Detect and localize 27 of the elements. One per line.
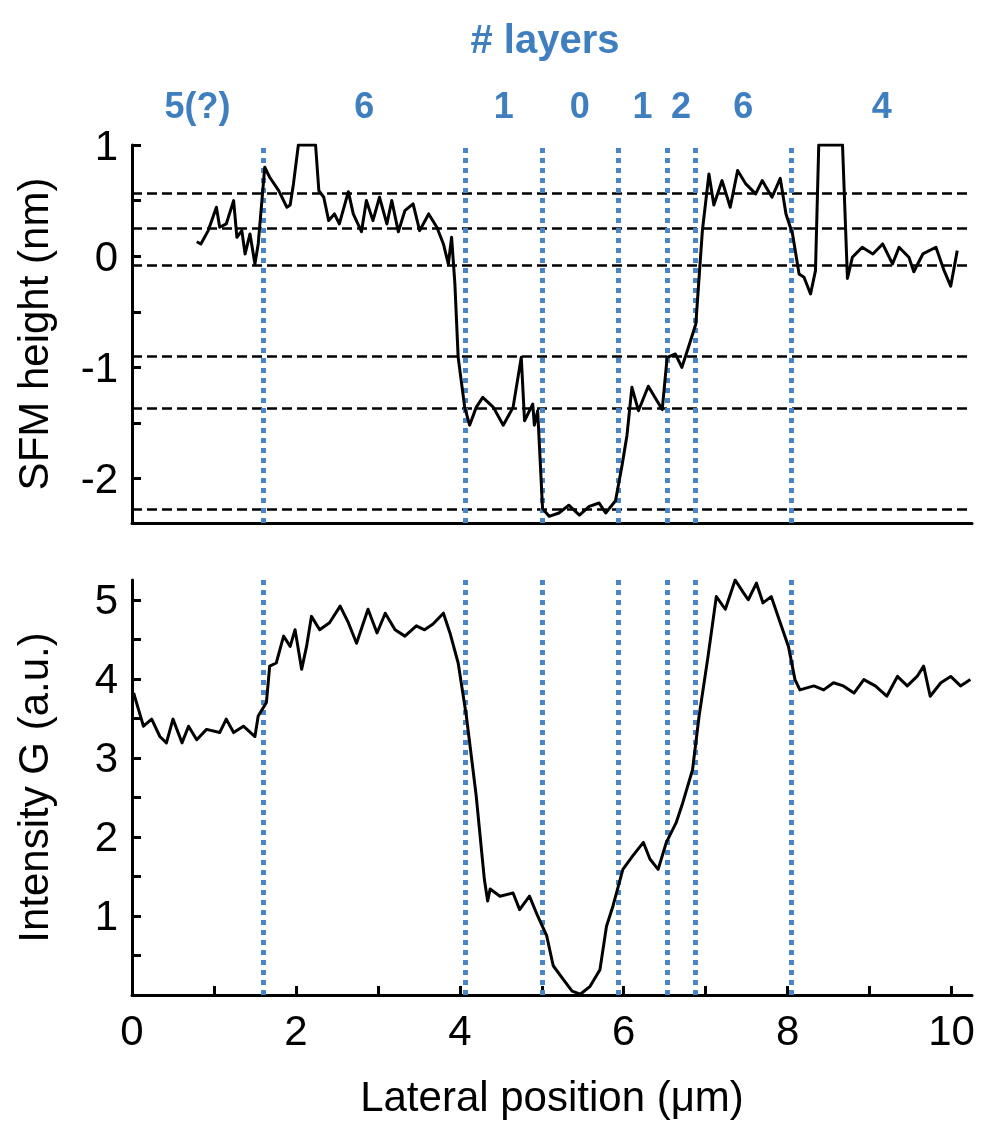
- x-tick-label: 8: [775, 1006, 800, 1054]
- text: 1: [493, 84, 514, 126]
- y-tick-label: 3: [94, 734, 118, 782]
- text: 1: [632, 84, 653, 126]
- text: 0: [569, 84, 590, 126]
- x-tick-label: 4: [448, 1006, 472, 1054]
- y-tick-label: -1: [80, 343, 118, 391]
- y-tick-label: 4: [94, 655, 118, 703]
- chart-title: # layers: [470, 17, 620, 61]
- y-tick-label: 5: [94, 576, 118, 624]
- y-tick-label: 2: [94, 813, 118, 861]
- y-tick-label: -2: [80, 455, 118, 503]
- x-tick-label: 6: [612, 1006, 636, 1054]
- y-axis-title: Intensity G (a.u.): [9, 632, 57, 943]
- text: 4: [871, 84, 892, 126]
- text: 6: [354, 84, 375, 126]
- y-tick-label: 1: [94, 121, 118, 169]
- x-tick-label: 2: [284, 1006, 308, 1054]
- y-tick-label: 0: [94, 232, 118, 280]
- y-tick-label: 1: [94, 892, 118, 940]
- text: 6: [733, 84, 754, 126]
- x-tick-label: 10: [928, 1006, 975, 1054]
- text: 5(?): [164, 84, 231, 126]
- y-axis-title: SFM height (nm): [9, 177, 57, 491]
- line-series: [132, 578, 972, 996]
- text: 2: [671, 84, 692, 126]
- x-axis-title: Lateral position (μm): [360, 1072, 744, 1120]
